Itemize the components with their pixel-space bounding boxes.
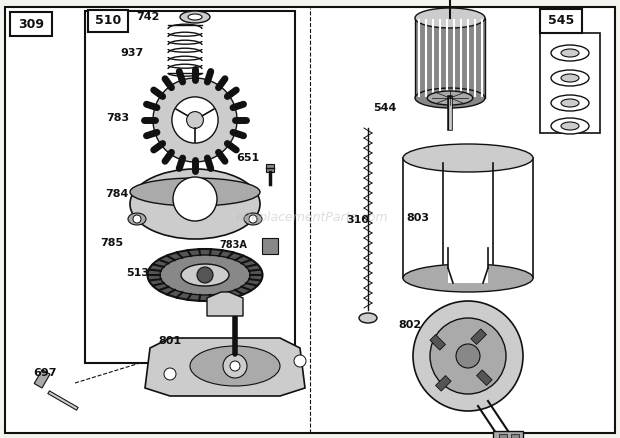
Ellipse shape	[561, 74, 579, 82]
Text: 937: 937	[120, 48, 144, 58]
Text: 801: 801	[159, 336, 182, 346]
Ellipse shape	[130, 169, 260, 239]
Bar	[435, 375, 451, 391]
Circle shape	[223, 354, 247, 378]
Bar	[34, 370, 50, 388]
Circle shape	[430, 318, 506, 394]
Text: 513: 513	[126, 268, 149, 278]
Text: 310: 310	[347, 215, 370, 225]
Text: 784: 784	[105, 189, 129, 199]
Bar	[266, 164, 274, 172]
Bar	[88, 10, 128, 32]
Ellipse shape	[148, 249, 262, 301]
Text: 309: 309	[18, 18, 44, 31]
Circle shape	[197, 267, 213, 283]
Bar	[448, 248, 488, 283]
Bar	[540, 9, 582, 33]
Circle shape	[456, 344, 480, 368]
Ellipse shape	[188, 14, 202, 20]
Ellipse shape	[415, 88, 485, 108]
Text: 545: 545	[548, 14, 574, 28]
Bar	[477, 370, 492, 385]
Circle shape	[164, 368, 176, 380]
Text: 510: 510	[95, 14, 121, 28]
Text: 742: 742	[136, 12, 160, 22]
Polygon shape	[207, 292, 243, 316]
Circle shape	[294, 355, 306, 367]
Ellipse shape	[551, 95, 589, 111]
Bar	[85, 11, 295, 363]
Polygon shape	[145, 338, 305, 396]
Bar	[471, 329, 487, 344]
Text: 803: 803	[407, 213, 430, 223]
Bar	[540, 33, 600, 133]
Circle shape	[153, 78, 237, 162]
Ellipse shape	[551, 70, 589, 86]
Circle shape	[173, 177, 217, 221]
Ellipse shape	[551, 45, 589, 61]
Circle shape	[172, 97, 218, 143]
Text: 802: 802	[399, 320, 422, 330]
Ellipse shape	[244, 213, 262, 225]
Ellipse shape	[561, 122, 579, 130]
Text: 544: 544	[373, 103, 397, 113]
Bar	[430, 335, 445, 350]
Ellipse shape	[403, 144, 533, 172]
Ellipse shape	[403, 264, 533, 292]
Text: 785: 785	[100, 238, 123, 248]
Ellipse shape	[180, 11, 210, 23]
Ellipse shape	[128, 213, 146, 225]
Text: 651: 651	[236, 153, 260, 163]
Bar	[262, 238, 278, 254]
Ellipse shape	[561, 99, 579, 107]
Bar	[511, 434, 519, 438]
Text: 697: 697	[33, 368, 57, 378]
Ellipse shape	[190, 346, 280, 386]
Text: 783: 783	[107, 113, 130, 123]
Ellipse shape	[415, 8, 485, 28]
Text: 783A: 783A	[219, 240, 247, 250]
Ellipse shape	[181, 264, 229, 286]
Ellipse shape	[130, 178, 260, 206]
Ellipse shape	[561, 49, 579, 57]
Ellipse shape	[160, 255, 250, 295]
Text: eReplacementParts.com: eReplacementParts.com	[236, 212, 388, 225]
Ellipse shape	[551, 118, 589, 134]
Bar	[499, 434, 507, 438]
Circle shape	[133, 215, 141, 223]
Circle shape	[413, 301, 523, 411]
Ellipse shape	[359, 313, 377, 323]
Bar	[493, 431, 523, 438]
Bar	[415, 18, 485, 98]
Ellipse shape	[427, 91, 472, 105]
Circle shape	[249, 215, 257, 223]
Bar	[403, 158, 533, 278]
Circle shape	[187, 112, 203, 128]
Bar	[10, 12, 52, 36]
Circle shape	[230, 361, 240, 371]
